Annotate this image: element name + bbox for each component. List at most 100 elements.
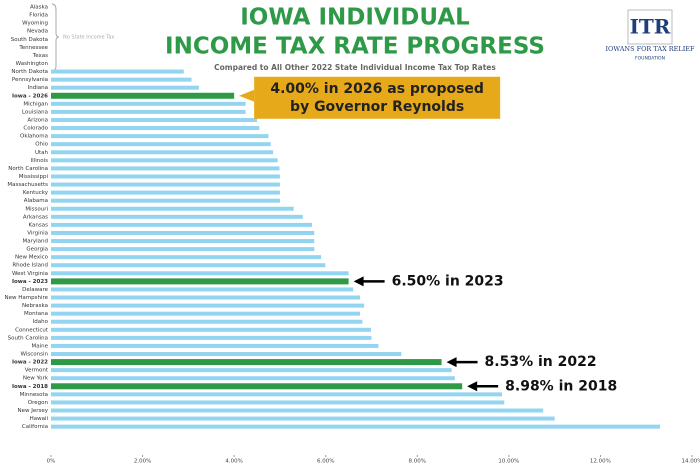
y-tick-label: Rhode Island: [12, 263, 48, 269]
annotation-box: [254, 76, 501, 119]
bar: [51, 368, 452, 373]
y-tick-label: Kansas: [29, 222, 49, 228]
x-tick-label: 2.00%: [134, 459, 151, 465]
y-tick-label: Ohio: [35, 142, 48, 148]
bar: [51, 352, 402, 357]
bar: [51, 190, 280, 195]
y-tick-label: New York: [23, 376, 49, 382]
y-tick-label: Delaware: [22, 287, 49, 293]
y-tick-label: Arizona: [27, 117, 48, 123]
bar: [51, 206, 294, 211]
y-tick-label: New Jersey: [17, 408, 48, 414]
x-tick-label: 10.00%: [498, 459, 519, 465]
y-tick-label: Illinois: [31, 158, 49, 164]
y-tick-label: Vermont: [25, 368, 49, 374]
bar: [51, 247, 315, 252]
y-tick-label: Georgia: [26, 247, 48, 253]
annotation-text: 8.53% in 2022: [485, 354, 597, 370]
bar: [51, 376, 455, 381]
y-tick-label: Michigan: [23, 101, 48, 107]
annotation-text: by Governor Reynolds: [290, 99, 464, 115]
bar: [51, 295, 361, 300]
y-tick-label: Hawaii: [30, 416, 49, 422]
y-tick-label: Iowa - 2018: [12, 384, 48, 390]
bar: [51, 392, 502, 397]
highlight-bar: [51, 278, 349, 285]
y-tick-label: Connecticut: [15, 327, 49, 333]
y-tick-label: Massachusetts: [7, 182, 48, 188]
y-tick-label: Kentucky: [23, 190, 49, 196]
y-tick-label: New Mexico: [15, 255, 49, 261]
y-tick-label: Minnesota: [20, 392, 48, 398]
bracket: [51, 3, 60, 72]
y-tick-label: Colorado: [23, 126, 48, 132]
y-tick-label: Oklahoma: [20, 134, 48, 140]
annotation-text: 6.50% in 2023: [392, 273, 504, 289]
y-tick-label: Tennessee: [18, 45, 48, 51]
logo-mark: ITR: [630, 15, 671, 39]
bar: [51, 166, 280, 171]
bar: [51, 150, 274, 155]
bar: [51, 69, 184, 74]
y-tick-label: Utah: [35, 150, 49, 156]
y-tick-label: West Virginia: [12, 271, 48, 277]
y-tick-label: Idaho: [33, 319, 49, 325]
bar: [51, 174, 280, 179]
logo-sub: FOUNDATION: [635, 56, 665, 62]
bar: [51, 77, 192, 82]
x-tick-label: 4.00%: [225, 459, 242, 465]
y-tick-label: New Hampshire: [4, 295, 48, 301]
x-tick-label: 6.00%: [317, 459, 334, 465]
y-tick-label: Texas: [32, 53, 48, 59]
bar: [51, 198, 280, 203]
logo-name: IOWANS FOR TAX RELIEF: [605, 45, 695, 53]
annotation-arrowhead: [467, 381, 478, 392]
highlight-bar: [51, 383, 463, 390]
y-tick-label: Iowa - 2026: [12, 93, 48, 99]
x-tick-label: 12.00%: [590, 459, 611, 465]
y-tick-label: Nevada: [27, 29, 48, 35]
bar: [51, 255, 322, 260]
y-tick-label: Louisiana: [22, 109, 48, 115]
bar: [51, 335, 372, 340]
bar: [51, 134, 269, 139]
bar: [51, 182, 280, 187]
y-tick-label: Nebraska: [22, 303, 48, 309]
annotation-arrowhead: [446, 357, 457, 368]
chart-subtitle: Compared to All Other 2022 State Individ…: [214, 63, 496, 72]
logo-frame: [627, 9, 673, 45]
bar: [51, 117, 258, 122]
x-tick-label: 8.00%: [409, 459, 426, 465]
bar: [51, 142, 271, 147]
y-tick-label: Iowa - 2022: [12, 360, 48, 366]
chart-title: INCOME TAX RATE PROGRESS: [165, 34, 545, 60]
bar: [51, 230, 315, 235]
y-tick-label: Wyoming: [22, 21, 48, 27]
bar: [51, 319, 363, 324]
y-tick-label: Florida: [29, 13, 48, 19]
bar: [51, 271, 349, 276]
bar: [51, 424, 660, 429]
bar: [51, 287, 354, 292]
highlight-bar: [51, 359, 442, 366]
y-tick-label: Montana: [24, 311, 48, 317]
y-tick-label: Indiana: [28, 85, 48, 91]
y-tick-label: Alaska: [30, 5, 48, 11]
y-tick-label: California: [22, 424, 48, 430]
bar: [51, 327, 372, 332]
bar: [51, 343, 379, 348]
bar: [51, 214, 303, 219]
y-tick-label: Arkansas: [23, 214, 48, 220]
y-tick-label: Mississippi: [19, 174, 49, 180]
y-tick-label: Wisconsin: [21, 352, 49, 358]
bar: [51, 222, 312, 227]
bar: [51, 311, 361, 316]
y-tick-label: Virginia: [27, 230, 48, 236]
y-tick-label: Missouri: [25, 206, 48, 212]
y-tick-label: Alabama: [24, 198, 48, 204]
bar: [51, 126, 260, 131]
annotation-arrowhead: [353, 276, 364, 287]
y-tick-label: North Carolina: [8, 166, 48, 172]
y-tick-label: Maine: [31, 343, 48, 349]
annotation-arrow: [239, 89, 255, 102]
